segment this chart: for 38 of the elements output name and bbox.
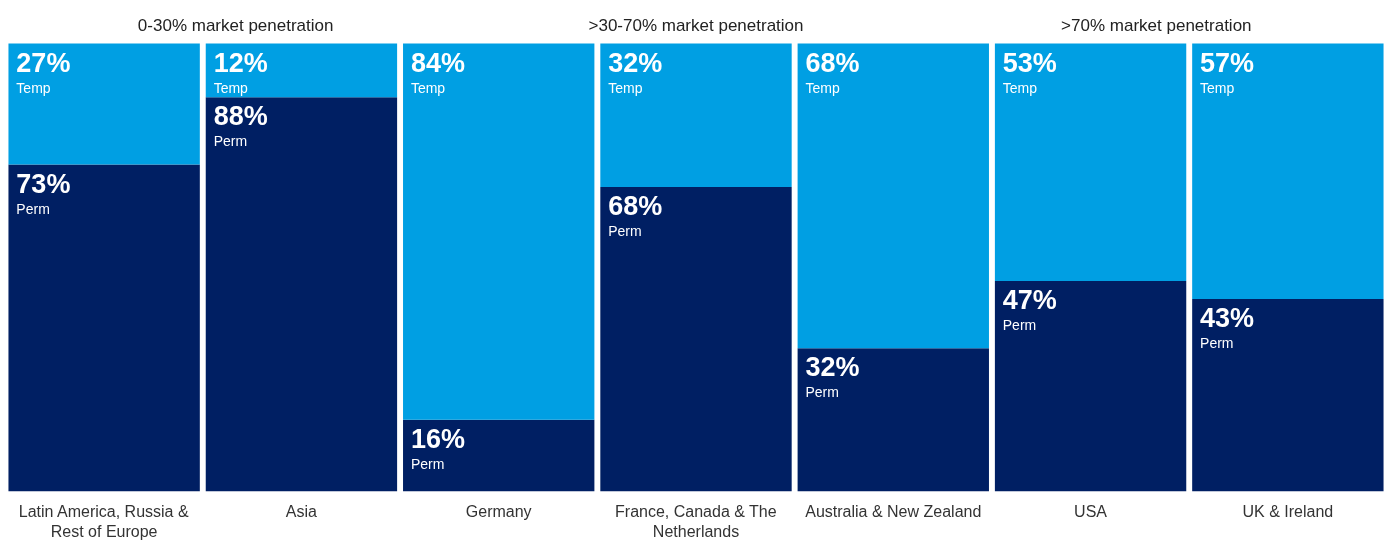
data-label: 27% [16, 47, 71, 78]
text: Perm [1002, 316, 1037, 333]
data-label: 16% [410, 423, 465, 454]
x-tick-label: Latin America, Russia & Rest of Europe [18, 502, 189, 540]
text: Temp [1002, 79, 1038, 96]
data-label: 43% [1200, 302, 1255, 333]
series-label: Temp [213, 79, 249, 96]
text: Temp [608, 79, 643, 96]
x-tick-label: Asia [285, 502, 318, 520]
data-label: 84% [410, 47, 465, 78]
text: Temp [1200, 79, 1235, 96]
data-label: 53% [1002, 47, 1057, 78]
data-label: 57% [1200, 47, 1255, 78]
data-label: 47% [1002, 284, 1057, 315]
x-tick-label: France, Canada & The Netherlands [615, 502, 777, 540]
text: Temp [16, 79, 51, 96]
x-tick-label: USA [1074, 502, 1108, 520]
text: Perm [213, 133, 248, 150]
series-label: Perm [1200, 334, 1234, 351]
text: >30-70% market penetration [588, 16, 804, 36]
text: Temp [805, 79, 840, 96]
data-label: 68% [608, 190, 663, 221]
text: >70% market penetration [1061, 16, 1252, 36]
text: Temp [410, 79, 446, 96]
x-tick-label: UK & Ireland [1242, 502, 1334, 520]
data-label: 32% [805, 352, 860, 383]
text: Perm [410, 455, 445, 472]
data-label: 12% [213, 47, 268, 78]
text: 0-30% market penetration [137, 16, 334, 36]
text: Perm [16, 200, 50, 217]
data-label: 68% [805, 47, 860, 78]
x-tick-label: Australia & New Zealand [805, 502, 982, 520]
text: Perm [608, 222, 642, 239]
data-label: 32% [608, 47, 663, 78]
text: Perm [805, 384, 839, 401]
x-tick-label: Germany [465, 502, 532, 520]
data-label: 73% [16, 168, 71, 199]
data-label: 88% [213, 101, 268, 132]
